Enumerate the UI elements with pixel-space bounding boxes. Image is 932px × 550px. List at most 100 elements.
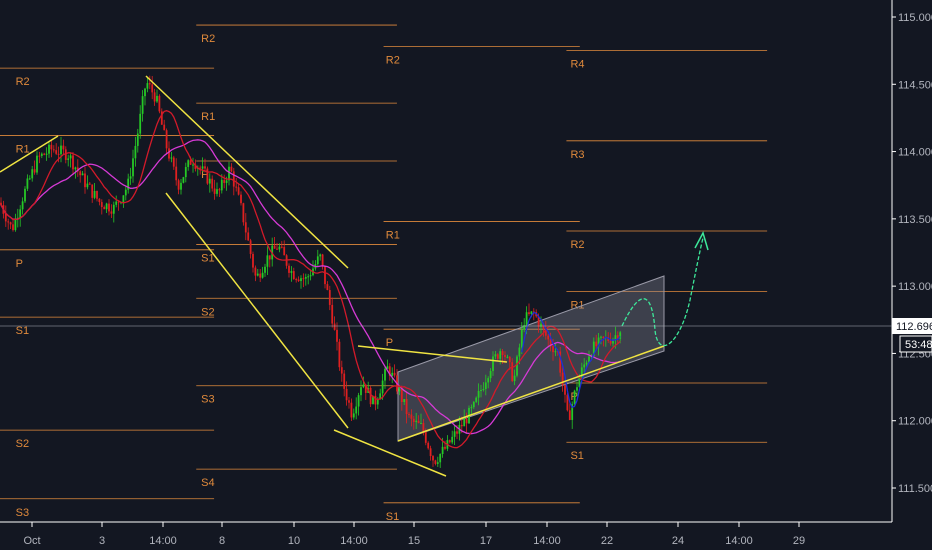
- candle-body: [122, 195, 125, 203]
- candle-body: [177, 180, 180, 190]
- candle-body: [554, 351, 557, 353]
- candle-body: [487, 378, 490, 383]
- candle-body: [297, 279, 300, 282]
- time-tick-label: 14:00: [725, 535, 753, 547]
- candle-body: [369, 387, 372, 405]
- candle-body: [249, 240, 252, 254]
- candle-body: [573, 390, 576, 405]
- trendline-descending-upper[interactable]: [145, 75, 349, 269]
- candle-body: [355, 406, 358, 414]
- candle-body: [544, 328, 547, 336]
- candle-body: [165, 130, 168, 149]
- candle-body: [38, 155, 41, 157]
- candle-body: [422, 423, 425, 432]
- candle-body: [338, 341, 341, 368]
- candle-body: [408, 414, 410, 416]
- candle-body: [55, 150, 58, 154]
- candle-body: [76, 167, 79, 172]
- candle-body: [400, 388, 403, 403]
- candle-body: [424, 431, 427, 443]
- pivot-label-s1: S1: [201, 252, 214, 264]
- candle-body: [307, 276, 310, 278]
- candle-body: [28, 178, 31, 180]
- candle-body: [74, 167, 77, 170]
- candle-body: [182, 177, 185, 183]
- candle-body: [276, 248, 278, 250]
- candle-body: [499, 351, 502, 359]
- trendlines[interactable]: [0, 75, 665, 477]
- candle-body: [112, 204, 115, 214]
- last-price-value: 112.696: [896, 321, 932, 333]
- candle-body: [345, 388, 348, 401]
- candle-body: [4, 213, 7, 222]
- trendline-early-rising[interactable]: [0, 135, 59, 173]
- candle-body: [441, 446, 444, 454]
- candle-body: [559, 351, 562, 373]
- candle-body: [352, 413, 355, 418]
- trendline-flat-resistance[interactable]: [357, 345, 508, 363]
- candle-body: [566, 394, 569, 411]
- candle-body: [261, 272, 264, 278]
- candle-body: [19, 209, 22, 218]
- trendline-descending-lower[interactable]: [165, 192, 349, 429]
- candle-body: [288, 265, 290, 273]
- projection-path[interactable]: [621, 231, 709, 347]
- trendline-channel-support[interactable]: [397, 345, 665, 442]
- price-tick-label: 112.000: [898, 416, 932, 428]
- price-axis[interactable]: 115.000114.500114.000113.500113.000112.5…: [891, 0, 932, 522]
- candle-body: [436, 462, 439, 464]
- candle-body: [328, 290, 331, 305]
- trendline-wedge-bottom[interactable]: [333, 429, 447, 477]
- candle-body: [235, 186, 238, 188]
- candle-body: [163, 124, 166, 131]
- ascending-channel[interactable]: [397, 275, 665, 442]
- candle-body: [232, 171, 235, 187]
- candle-body: [576, 387, 578, 391]
- candle-body: [540, 323, 542, 327]
- candle-body: [525, 312, 528, 326]
- time-tick-label: 10: [288, 535, 300, 547]
- candlestick-series: [0, 75, 622, 468]
- candle-body: [600, 336, 602, 338]
- candle-body: [36, 155, 38, 173]
- candle-body: [420, 423, 422, 425]
- candle-body: [45, 153, 48, 155]
- candle-body: [588, 356, 590, 363]
- candle-body: [84, 173, 86, 188]
- ma-fast-line: [521, 311, 621, 409]
- ma-mid-line: [0, 110, 621, 449]
- candle-body: [381, 380, 384, 394]
- candle-body: [571, 404, 574, 420]
- time-tick-label: 24: [672, 535, 684, 547]
- pivot-label-r2: R2: [201, 33, 215, 45]
- candle-body: [410, 414, 413, 419]
- candle-body: [14, 218, 17, 231]
- price-tick-label: 114.000: [898, 147, 932, 159]
- candle-body: [134, 145, 137, 159]
- pivot-label-s1: S1: [570, 450, 583, 462]
- candle-body: [340, 367, 343, 374]
- candle-body: [494, 354, 497, 357]
- candle-body: [549, 339, 552, 347]
- candle-body: [175, 166, 178, 181]
- candle-body: [583, 364, 586, 368]
- time-axis[interactable]: Oct 3 14:00 8 10 14:00 15 17 14:00 22 24 14:00 29: [0, 521, 892, 547]
- candle-body: [62, 145, 65, 150]
- candle-body: [278, 246, 281, 250]
- candle-body: [475, 397, 478, 402]
- price-tick-label: 114.500: [898, 79, 932, 91]
- candle-body: [523, 325, 526, 330]
- projection-curve[interactable]: [621, 237, 704, 347]
- candle-body: [350, 402, 353, 418]
- candle-body: [616, 335, 619, 339]
- candle-body: [194, 164, 197, 169]
- candle-body: [172, 157, 175, 167]
- candle-body: [88, 183, 91, 185]
- candle-body: [86, 183, 89, 188]
- candle-body: [612, 339, 614, 344]
- candle-body: [343, 373, 346, 389]
- time-tick-label: 14:00: [149, 535, 177, 547]
- moving-averages: [0, 110, 621, 449]
